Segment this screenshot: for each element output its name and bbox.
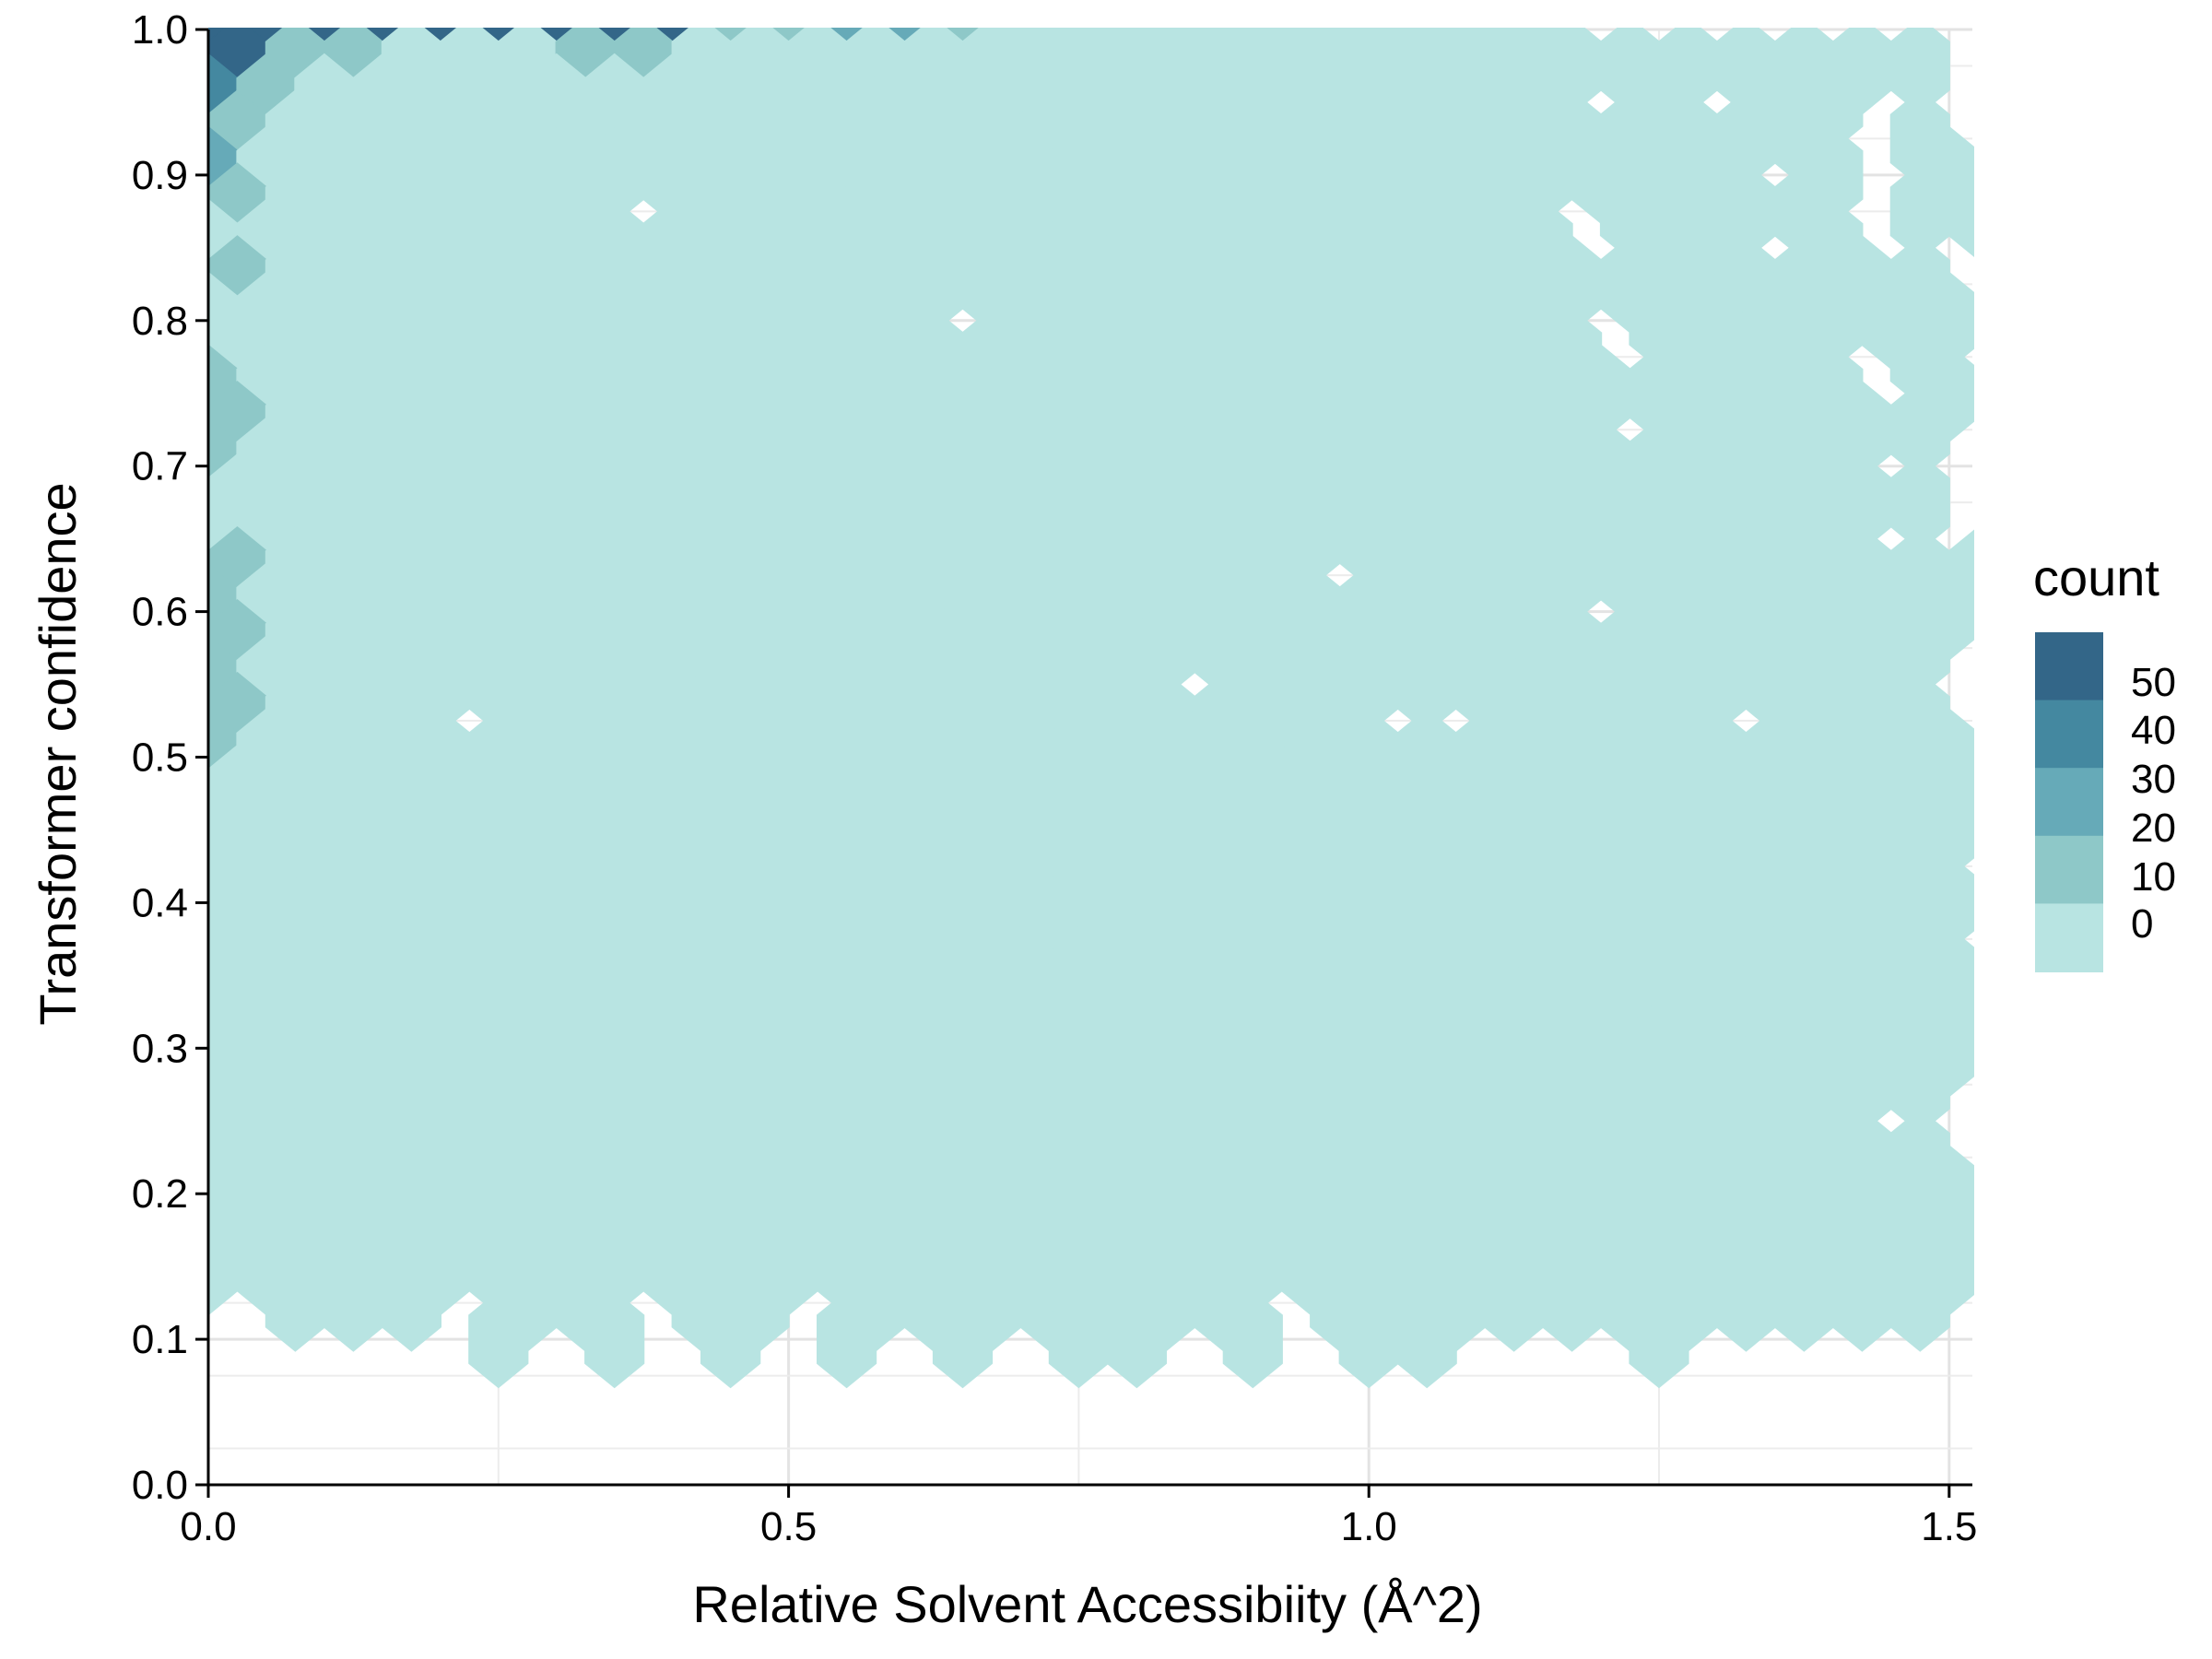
y-tick-label: 1.0 xyxy=(132,7,188,53)
x-tick-label: 0.0 xyxy=(180,1504,236,1549)
y-tick-label: 0.3 xyxy=(132,1026,188,1071)
hex-cell xyxy=(584,1289,645,1389)
hex-cell xyxy=(817,1289,877,1389)
hex-cell xyxy=(1629,1289,1689,1389)
hex-cell xyxy=(1396,1289,1457,1389)
hex-cell xyxy=(381,1253,441,1352)
legend-label: 50 xyxy=(2131,660,2176,705)
hex-cell xyxy=(1222,1289,1283,1389)
hex-cell xyxy=(700,1289,761,1389)
legend-color-block xyxy=(2035,632,2103,701)
legend-color-block xyxy=(2035,835,2103,905)
hex-cell xyxy=(468,1289,529,1389)
legend-color-block xyxy=(2035,768,2103,837)
axes: 0.0 0.5 1.0 1.5 0.0 0.1 0.2 0.3 0.4 0.5 0.6 0.7 0.8 0… xyxy=(132,7,1978,1549)
legend-label: 30 xyxy=(2131,757,2176,802)
x-axis-title: Relative Solvent Accessibiity (Å^2) xyxy=(692,1575,1482,1633)
hex-cell xyxy=(932,1289,994,1389)
hex-cell xyxy=(1889,1253,1950,1352)
legend-color-block xyxy=(2035,700,2103,770)
legend-label: 10 xyxy=(2131,854,2176,900)
y-tick-label: 0.5 xyxy=(132,735,188,781)
x-tick-label: 1.5 xyxy=(1921,1504,1977,1549)
hex-cell xyxy=(1947,165,1974,258)
legend-label: 40 xyxy=(2131,708,2176,753)
y-tick-label: 0.0 xyxy=(132,1463,188,1508)
x-tick-label: 0.5 xyxy=(760,1504,817,1549)
y-tick-label: 0.9 xyxy=(132,153,188,198)
y-tick-label: 0.1 xyxy=(132,1317,188,1362)
y-tick-label: 0.7 xyxy=(132,444,188,489)
legend-color-block xyxy=(2035,903,2103,972)
y-tick-label: 0.4 xyxy=(132,880,188,925)
y-tick-label: 0.2 xyxy=(132,1171,188,1217)
y-axis-title: Transformer confidence xyxy=(29,482,87,1025)
legend-label: 20 xyxy=(2131,806,2176,851)
x-tick-label: 1.0 xyxy=(1341,1504,1397,1549)
hex-cell xyxy=(1106,1289,1167,1389)
y-tick-label: 0.8 xyxy=(132,299,188,344)
y-tick-label: 0.6 xyxy=(132,590,188,635)
legend-title: count xyxy=(2033,548,2159,606)
hex-cells xyxy=(208,28,1974,1389)
legend-label: 0 xyxy=(2131,901,2153,947)
